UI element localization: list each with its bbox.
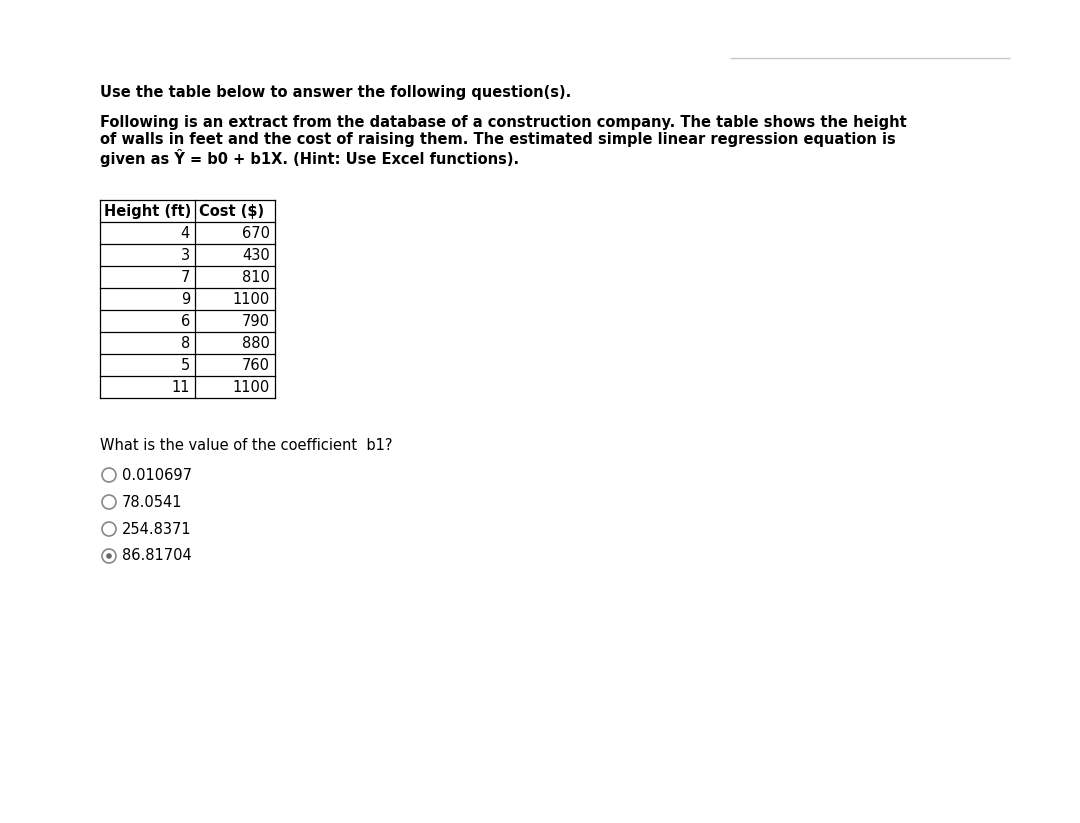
Text: 760: 760 [242,357,270,373]
Text: Following is an extract from the database of a construction company. The table s: Following is an extract from the databas… [100,115,907,130]
Ellipse shape [106,553,112,559]
Text: What is the value of the coefficient  b1?: What is the value of the coefficient b1? [100,438,392,453]
Text: 5: 5 [180,357,190,373]
Text: 254.8371: 254.8371 [122,522,191,537]
Text: 78.0541: 78.0541 [122,495,183,509]
Text: 11: 11 [172,379,190,394]
Text: 86.81704: 86.81704 [122,548,192,564]
Text: 3: 3 [180,248,190,263]
Text: 670: 670 [242,226,270,240]
Text: 430: 430 [242,248,270,263]
Text: of walls in feet and the cost of raising them. The estimated simple linear regre: of walls in feet and the cost of raising… [100,132,895,147]
Text: 4: 4 [180,226,190,240]
Text: Use the table below to answer the following question(s).: Use the table below to answer the follow… [100,85,571,100]
Text: Cost ($): Cost ($) [199,203,265,218]
Text: 9: 9 [180,291,190,306]
Text: 810: 810 [242,269,270,285]
Text: Height (ft): Height (ft) [104,203,191,218]
Text: 6: 6 [180,314,190,328]
Text: given as Ŷ = b0 + b1X. (Hint: Use Excel functions).: given as Ŷ = b0 + b1X. (Hint: Use Excel … [100,149,519,167]
Text: 8: 8 [180,336,190,351]
Text: 790: 790 [242,314,270,328]
Text: 7: 7 [180,269,190,285]
Text: 880: 880 [242,336,270,351]
Text: 1100: 1100 [233,379,270,394]
Text: 0.010697: 0.010697 [122,467,192,482]
Text: 1100: 1100 [233,291,270,306]
